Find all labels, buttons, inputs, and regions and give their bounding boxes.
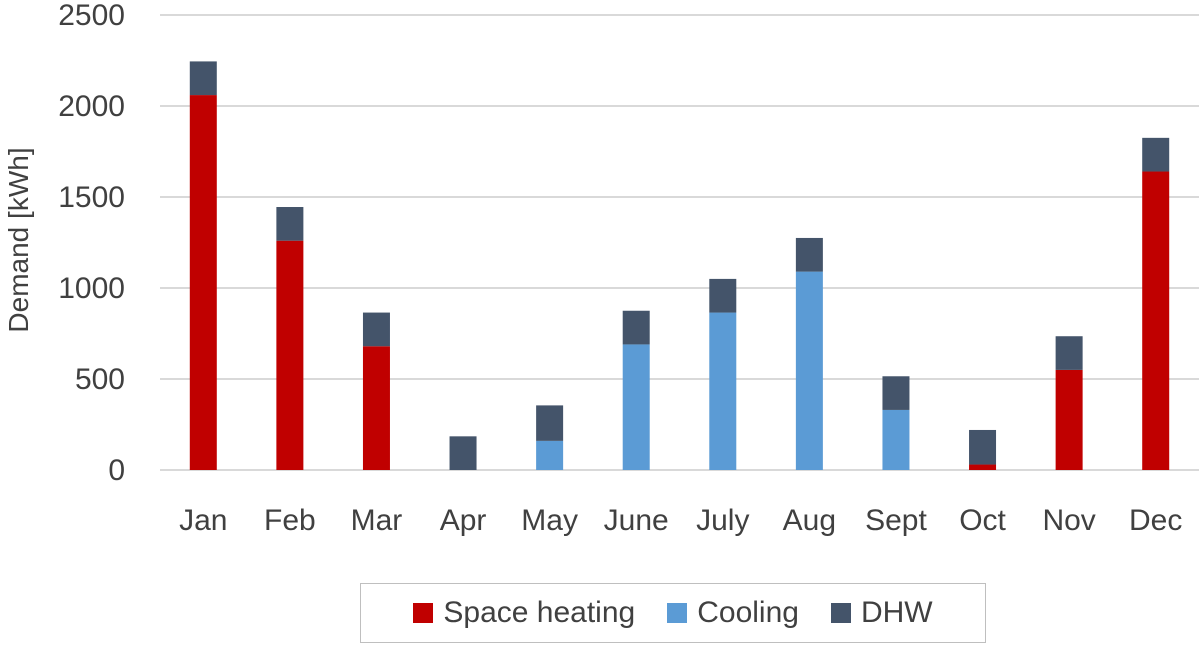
x-tick-label: July [696,504,749,537]
y-tick-label: 1000 [58,272,125,305]
bar-dhw-may [536,405,564,441]
bar-cooling-july [709,312,737,470]
bar-dhw-oct [969,429,997,465]
y-tick-label: 1500 [58,181,125,214]
legend: Space heating Cooling DHW [360,583,986,643]
bar-cooling-may [536,440,564,470]
x-tick-label: May [521,504,578,537]
bar-dhw-jan [189,61,217,96]
x-tick-label: Oct [959,504,1006,537]
legend-item-dhw: DHW [830,596,933,630]
bar-dhw-nov [1055,336,1083,370]
y-tick-labels: 0 500 1000 1500 2000 2500 [58,0,125,487]
legend-item-space-heating: Space heating [413,596,635,630]
bar-space-heating-mar [362,346,390,470]
legend-swatch-space-heating [413,603,434,623]
x-tick-label: Aug [783,504,836,537]
x-tick-label: Sept [865,504,927,537]
x-tick-label: Apr [440,504,487,537]
bar-dhw-mar [362,312,390,347]
y-tick-label: 0 [108,454,125,487]
x-tick-label: Mar [351,504,403,537]
x-tick-label: Nov [1042,504,1095,537]
bars [189,61,1170,470]
bar-cooling-june [622,344,650,470]
bar-cooling-aug [795,271,823,470]
legend-swatch-dhw [830,603,851,623]
legend-label-space-heating: Space heating [443,596,636,629]
x-tick-label: Jan [179,504,227,537]
gridlines [160,14,1199,471]
bar-dhw-apr [449,436,477,470]
bar-dhw-dec [1142,137,1170,172]
bar-space-heating-jan [189,95,217,470]
bar-space-heating-feb [276,240,304,470]
x-tick-label: Feb [264,504,316,537]
y-axis-title: Demand [kWh] [3,147,34,332]
y-tick-label: 2500 [58,0,125,32]
legend-swatch-cooling [667,603,688,623]
bar-dhw-july [709,278,737,313]
bar-cooling-sept [882,409,910,470]
x-tick-label: June [604,504,669,537]
legend-label-cooling: Cooling [697,596,799,629]
y-tick-label: 500 [75,363,125,396]
bar-dhw-aug [795,237,823,272]
legend-label-dhw: DHW [860,596,933,629]
bar-dhw-feb [276,207,304,241]
bar-dhw-june [622,310,650,345]
bar-space-heating-dec [1142,171,1170,470]
stacked-bar-chart: 0 500 1000 1500 2000 2500 Jan Feb Mar Apr May June… [3,0,1199,537]
x-tick-label: Dec [1129,504,1182,537]
bar-dhw-sept [882,376,910,410]
bar-space-heating-nov [1055,369,1083,470]
y-tick-label: 2000 [58,90,125,123]
legend-item-cooling: Cooling [667,596,799,630]
x-tick-labels: Jan Feb Mar Apr May June July Aug Sept Oct Nov Dec [179,504,1182,537]
bar-space-heating-oct [969,464,997,470]
